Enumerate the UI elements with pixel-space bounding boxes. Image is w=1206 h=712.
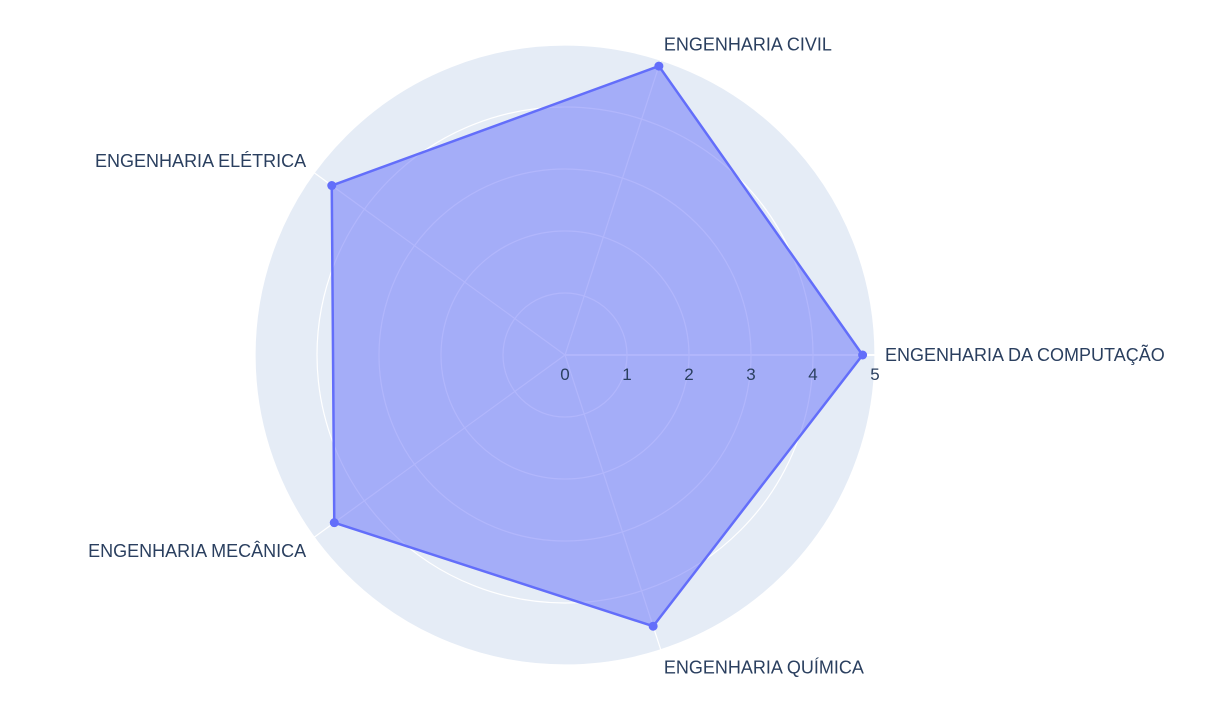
- radial-tick-label: 3: [746, 365, 755, 384]
- category-label: ENGENHARIA ELÉTRICA: [95, 151, 306, 171]
- radial-tick-label: 5: [870, 365, 879, 384]
- category-label: ENGENHARIA CIVIL: [664, 35, 832, 55]
- series-point: [654, 61, 664, 71]
- series-layer: [330, 64, 864, 628]
- marker-layer: [327, 61, 868, 631]
- radial-tick-label: 4: [808, 365, 817, 384]
- radial-tick-label: 0: [560, 365, 569, 384]
- series-point: [858, 350, 868, 360]
- category-label: ENGENHARIA QUÍMICA: [664, 657, 864, 677]
- radial-tick-label: 1: [622, 365, 631, 384]
- series-point: [329, 518, 339, 528]
- label-layer: 0 1 2 3 4 5 ENGENHARIA DA COMPUTAÇÃO ENGENHARIA…: [88, 35, 1165, 678]
- series-point: [648, 621, 658, 631]
- category-label: ENGENHARIA DA COMPUTAÇÃO: [885, 344, 1165, 365]
- radial-tick-label: 2: [684, 365, 693, 384]
- series-point: [327, 181, 337, 191]
- series-area: [330, 64, 864, 628]
- category-label: ENGENHARIA MECÂNICA: [88, 541, 306, 561]
